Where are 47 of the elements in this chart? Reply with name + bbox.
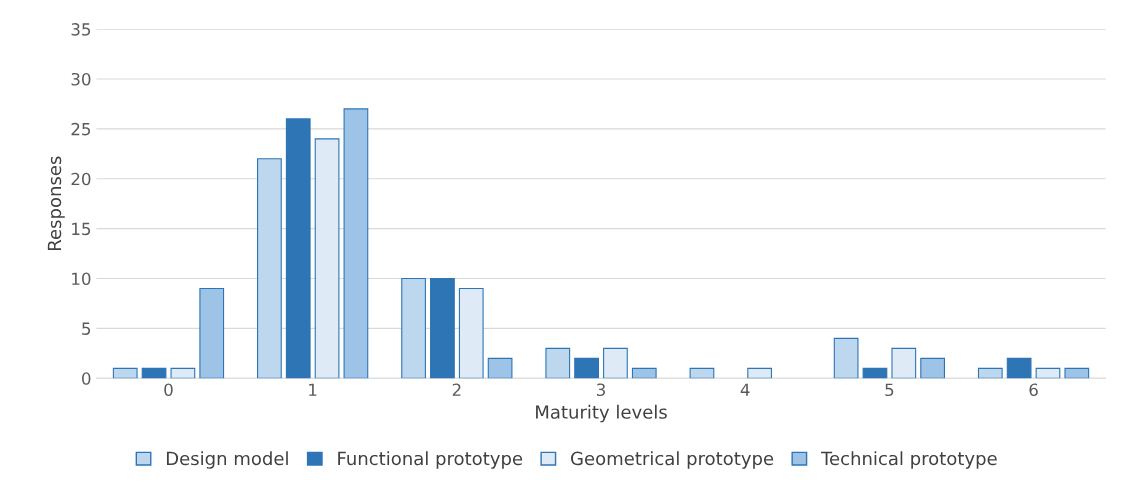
bar [545, 347, 571, 379]
bar [314, 138, 340, 379]
bar [920, 357, 946, 379]
legend-label: Technical prototype [820, 451, 997, 469]
bar [1064, 367, 1090, 379]
x-tick-label: 5 [885, 383, 894, 397]
legend-label: Geometrical prototype [571, 451, 774, 469]
y-tick-label: 5 [82, 322, 91, 335]
x-tick-label: 4 [740, 383, 750, 396]
bar [430, 277, 455, 379]
y-tick-label: 0 [82, 372, 91, 385]
bar [343, 108, 369, 379]
bar [141, 367, 167, 379]
y-tick-label: 30 [71, 72, 91, 86]
bar [689, 367, 715, 379]
bar [862, 367, 888, 379]
y-tick-label: 15 [72, 222, 91, 236]
bar [285, 118, 311, 379]
y-tick-label: 25 [71, 122, 91, 136]
bar [257, 158, 282, 379]
bar [833, 337, 859, 379]
y-tick-label: 20 [71, 172, 91, 186]
x-tick-label: 6 [1029, 383, 1038, 397]
bar [487, 357, 513, 379]
x-tick-label: 2 [452, 383, 461, 396]
legend-label: Design model [166, 451, 288, 469]
x-tick-label: 0 [164, 383, 173, 397]
bar [574, 357, 599, 379]
x-tick-label: 1 [309, 383, 317, 396]
bar [112, 367, 138, 379]
bar [401, 277, 426, 379]
y-tick-label: 10 [72, 272, 91, 286]
bar [170, 367, 196, 379]
bar [891, 347, 917, 379]
bar [747, 367, 772, 379]
bar [603, 347, 628, 379]
x-axis-title: Maturity levels [536, 404, 667, 423]
bar [631, 367, 657, 379]
y-axis-title: Responses [47, 156, 65, 250]
y-tick-label: 35 [71, 23, 91, 36]
bar [977, 367, 1003, 379]
bar [1006, 357, 1032, 379]
legend-label: Functional prototype [338, 451, 523, 469]
x-tick-label: 3 [596, 383, 605, 397]
bar [458, 287, 484, 379]
bar [199, 287, 225, 379]
bar [1035, 367, 1061, 379]
